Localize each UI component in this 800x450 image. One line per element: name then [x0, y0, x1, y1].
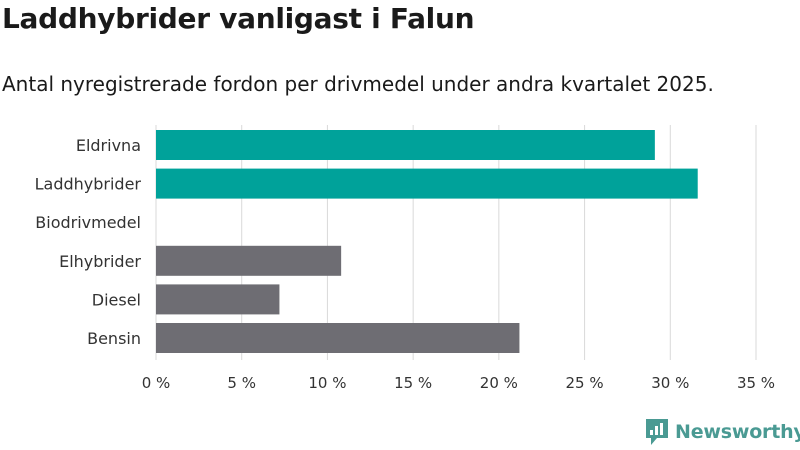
x-tick-label: 10 %: [308, 374, 346, 392]
newsworthy-logo-text: Newsworthy: [675, 421, 800, 443]
newsworthy-logo-icon: [646, 419, 668, 445]
category-label: Elhybrider: [59, 252, 141, 271]
bar-laddhybrider: [156, 168, 698, 199]
bar-elhybrider: [156, 245, 342, 276]
x-tick-label: 15 %: [394, 374, 432, 392]
bar-diesel: [156, 284, 280, 315]
x-tick-label: 5 %: [227, 374, 256, 392]
bar-eldrivna: [156, 130, 655, 160]
category-label: Bensin: [87, 329, 141, 348]
x-tick-label: 25 %: [566, 374, 604, 392]
category-label: Eldrivna: [76, 136, 141, 155]
bar-bensin: [156, 323, 520, 353]
category-label: Biodrivmedel: [35, 213, 141, 232]
x-axis-ticks: 0 % 5 % 10 % 15 % 20 % 25 % 30 % 35 %: [142, 374, 775, 392]
x-tick-label: 30 %: [651, 374, 689, 392]
category-labels: Eldrivna Laddhybrider Biodrivmedel Elhybrid…: [35, 136, 142, 348]
chart-title: Laddhybrider vanligast i Falun: [2, 2, 475, 35]
bars: [156, 130, 698, 353]
x-tick-label: 0 %: [142, 374, 171, 392]
x-tick-label: 20 %: [480, 374, 518, 392]
chart-subtitle: Antal nyregistrerade fordon per drivmede…: [2, 72, 714, 96]
category-label: Diesel: [92, 290, 141, 309]
category-label: Laddhybrider: [35, 175, 142, 194]
x-tick-label: 35 %: [737, 374, 775, 392]
newsworthy-logo: Newsworthy: [644, 418, 800, 446]
grid-lines: [155, 125, 757, 360]
